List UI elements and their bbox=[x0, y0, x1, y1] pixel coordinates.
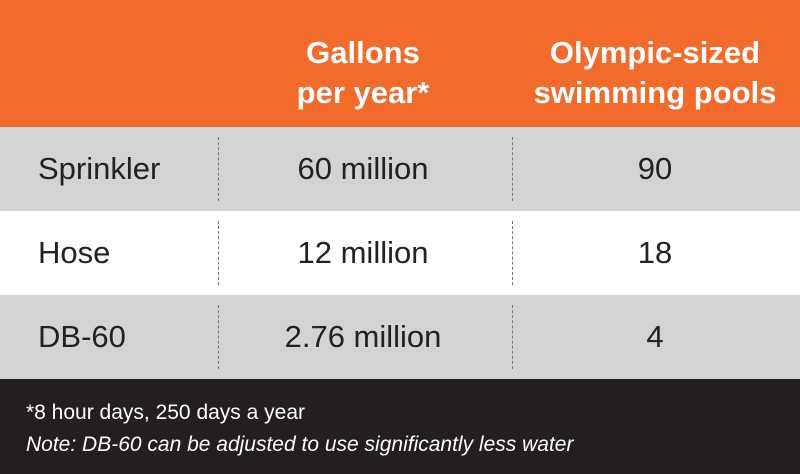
table-row: Sprinkler 60 million 90 bbox=[0, 127, 800, 211]
column-divider bbox=[218, 221, 219, 285]
column-divider bbox=[218, 305, 219, 369]
gallons-cell: 12 million bbox=[297, 235, 429, 270]
table-row: Hose 12 million 18 bbox=[0, 211, 800, 295]
header-olympic-pools: Olympic-sized swimming pools bbox=[533, 35, 777, 110]
pools-cell: 4 bbox=[646, 319, 664, 354]
column-divider bbox=[512, 221, 513, 285]
row-label: Hose bbox=[38, 235, 111, 270]
column-divider bbox=[512, 137, 513, 201]
footnote: *8 hour days, 250 days a year bbox=[26, 401, 306, 424]
pools-cell: 90 bbox=[637, 151, 673, 186]
header-gallons-per-year: Gallons per year* bbox=[296, 35, 430, 110]
gallons-cell: 60 million bbox=[297, 151, 429, 186]
row-label: Sprinkler bbox=[38, 151, 161, 186]
table-footer: *8 hour days, 250 days a year Note: DB-6… bbox=[0, 379, 800, 474]
pools-cell: 18 bbox=[637, 235, 673, 270]
gallons-cell: 2.76 million bbox=[284, 319, 442, 354]
row-label: DB-60 bbox=[38, 319, 126, 354]
note: Note: DB-60 can be adjusted to use signi… bbox=[26, 433, 574, 456]
table-header: Gallons per year* Olympic-sized swimming… bbox=[0, 0, 800, 127]
column-divider bbox=[218, 137, 219, 201]
table-row: DB-60 2.76 million 4 bbox=[0, 295, 800, 379]
column-divider bbox=[512, 305, 513, 369]
